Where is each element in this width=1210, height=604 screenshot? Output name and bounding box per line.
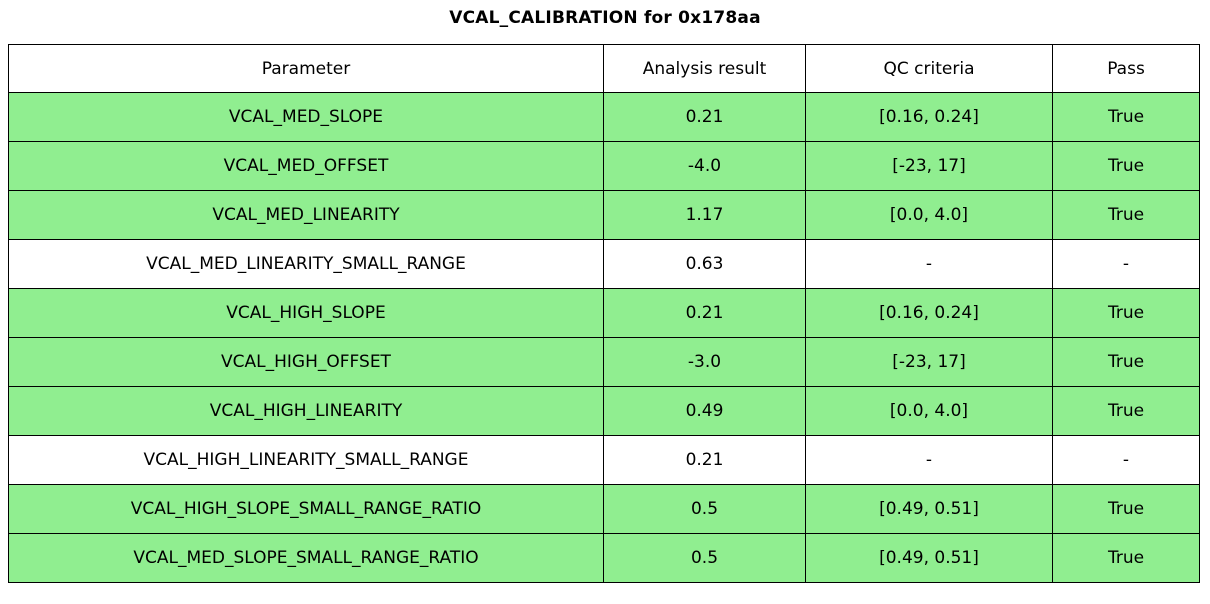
cell-criteria: [0.16, 0.24] (805, 288, 1053, 338)
cell-result: -4.0 (603, 141, 806, 191)
cell-pass: True (1052, 484, 1200, 534)
cell-pass: - (1052, 435, 1200, 485)
cell-parameter: VCAL_MED_SLOPE (8, 92, 604, 142)
cell-criteria: - (805, 435, 1053, 485)
table-row: VCAL_HIGH_LINEARITY_SMALL_RANGE 0.21- - (8, 435, 1200, 485)
cell-result: -3.0 (603, 337, 806, 387)
cell-pass: True (1052, 288, 1200, 338)
cell-result: 0.5 (603, 533, 806, 583)
table-row: VCAL_MED_LINEARITY 1.17 [0.0, 4.0] True (8, 190, 1200, 240)
page-title: VCAL_CALIBRATION for 0x178aa (449, 8, 761, 28)
cell-parameter: VCAL_MED_LINEARITY (8, 190, 604, 240)
cell-parameter: VCAL_HIGH_SLOPE_SMALL_RANGE_RATIO (8, 484, 604, 534)
cell-pass: True (1052, 533, 1200, 583)
cell-criteria: [0.49, 0.51] (805, 484, 1053, 534)
cell-parameter: VCAL_HIGH_SLOPE (8, 288, 604, 338)
cell-pass: True (1052, 386, 1200, 436)
table-row: VCAL_MED_OFFSET -4.0 [-23, 17] True (8, 141, 1200, 191)
cell-pass: True (1052, 337, 1200, 387)
cell-pass: True (1052, 141, 1200, 191)
cell-result: 1.17 (603, 190, 806, 240)
cell-criteria: - (805, 239, 1053, 289)
cell-result: 0.63 (603, 239, 806, 289)
cell-criteria: [0.49, 0.51] (805, 533, 1053, 583)
cell-criteria: [0.0, 4.0] (805, 386, 1053, 436)
cell-criteria: [0.16, 0.24] (805, 92, 1053, 142)
header-row: Parameter Analysis result QC criteria Pa… (8, 44, 1200, 93)
cell-criteria: [-23, 17] (805, 337, 1053, 387)
col-header-pass: Pass (1052, 44, 1200, 93)
col-header-parameter: Parameter (8, 44, 604, 93)
cell-pass: - (1052, 239, 1200, 289)
table-row: VCAL_HIGH_SLOPE 0.21 [0.16, 0.24] True (8, 288, 1200, 338)
cell-result: 0.21 (603, 288, 806, 338)
cell-result: 0.21 (603, 92, 806, 142)
table-row: VCAL_MED_SLOPE_SMALL_RANGE_RATIO 0.5 [0.49… (8, 533, 1200, 583)
col-header-qc-criteria: QC criteria (805, 44, 1053, 93)
cell-parameter: VCAL_HIGH_OFFSET (8, 337, 604, 387)
cell-parameter: VCAL_MED_SLOPE_SMALL_RANGE_RATIO (8, 533, 604, 583)
cell-parameter: VCAL_MED_OFFSET (8, 141, 604, 191)
cell-pass: True (1052, 190, 1200, 240)
table-row: VCAL_HIGH_SLOPE_SMALL_RANGE_RATIO 0.5 [0.4… (8, 484, 1200, 534)
cell-result: 0.49 (603, 386, 806, 436)
col-header-analysis-result: Analysis result (603, 44, 806, 93)
table-row: VCAL_MED_SLOPE 0.21 [0.16, 0.24] True (8, 92, 1200, 142)
table-row: VCAL_MED_LINEARITY_SMALL_RANGE 0.63- - (8, 239, 1200, 289)
cell-criteria: [-23, 17] (805, 141, 1053, 191)
table-row: VCAL_HIGH_LINEARITY 0.49 [0.0, 4.0] True (8, 386, 1200, 436)
table-body: VCAL_MED_SLOPE 0.21 [0.16, 0.24] True VCAL_M… (8, 92, 1200, 583)
cell-result: 0.21 (603, 435, 806, 485)
cell-parameter: VCAL_HIGH_LINEARITY_SMALL_RANGE (8, 435, 604, 485)
cell-parameter: VCAL_HIGH_LINEARITY (8, 386, 604, 436)
table-row: VCAL_HIGH_OFFSET -3.0 [-23, 17] True (8, 337, 1200, 387)
cell-parameter: VCAL_MED_LINEARITY_SMALL_RANGE (8, 239, 604, 289)
cell-criteria: [0.0, 4.0] (805, 190, 1053, 240)
cell-pass: True (1052, 92, 1200, 142)
cell-result: 0.5 (603, 484, 806, 534)
results-table: Parameter Analysis result QC criteria Pa… (8, 44, 1200, 583)
